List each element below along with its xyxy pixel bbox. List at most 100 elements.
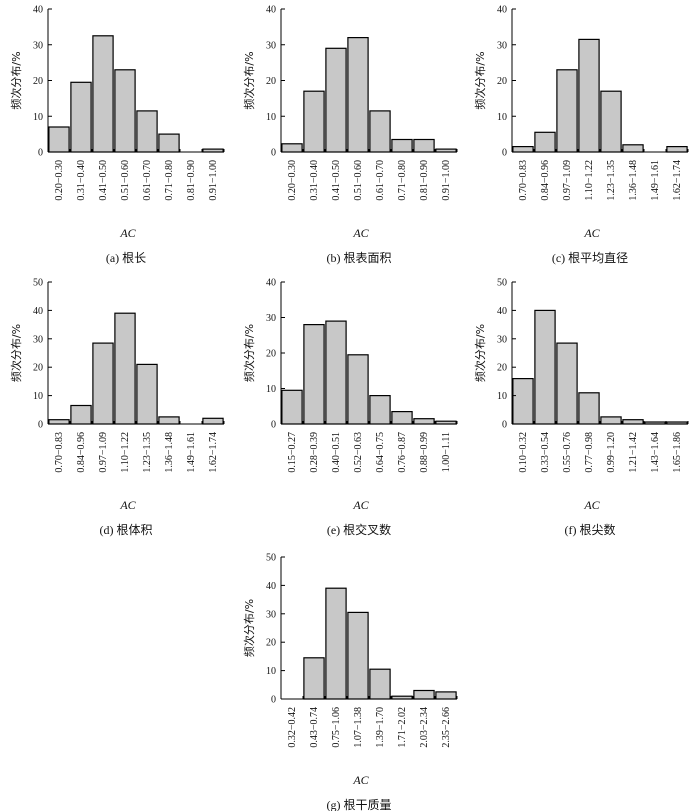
y-axis-label: 频次分布/% — [242, 51, 256, 109]
x-tick-label: 0.61−0.70 — [142, 160, 153, 201]
x-tick-label: 1.39−1.70 — [375, 707, 386, 748]
chart-panel-a: 0 10 20 30 40 0.20−0.30 0.31−0.40 0.41−0.50 0.51… — [9, 5, 225, 265]
panel-caption-text: 根体积 — [116, 523, 152, 537]
panel-caption-text: 根表面积 — [343, 251, 391, 265]
y-tick-label: 30 — [266, 40, 276, 51]
bar — [600, 90, 622, 153]
bar — [413, 418, 435, 425]
y-tick-label: 20 — [33, 363, 43, 374]
bar — [303, 90, 325, 153]
x-tick-label: 0.10−0.32 — [518, 432, 529, 473]
y-tick-label: 10 — [33, 391, 43, 402]
bar — [512, 378, 534, 425]
bar — [347, 611, 369, 700]
y-tick-label: 10 — [266, 666, 276, 677]
x-tick-label: 0.51−0.60 — [120, 160, 131, 201]
x-tick-label: 0.40−0.51 — [331, 432, 342, 473]
x-tick-label: 1.10−1.22 — [584, 160, 595, 201]
bar — [413, 138, 435, 153]
bar — [512, 146, 534, 153]
x-tick-label: 0.84−0.96 — [76, 432, 87, 473]
bar — [666, 146, 688, 153]
x-tick-label: 0.91−1.00 — [441, 160, 452, 201]
x-tick-label: 0.77−0.98 — [584, 432, 595, 473]
bar — [70, 81, 92, 153]
x-tick-label: 0.55−0.76 — [562, 432, 573, 473]
y-tick-label: 40 — [266, 278, 276, 289]
x-tick-label: 0.71−0.80 — [164, 160, 175, 201]
x-axis-label: AC — [583, 226, 600, 240]
y-axis-label: 频次分布/% — [473, 51, 487, 109]
x-axis-label: AC — [119, 498, 136, 512]
bar — [325, 47, 347, 153]
x-tick-label: 1.65−1.86 — [672, 432, 683, 473]
x-tick-label: 0.61−0.70 — [375, 160, 386, 201]
x-tick-label: 1.49−1.61 — [650, 160, 661, 201]
y-tick-label: 40 — [497, 306, 507, 317]
x-tick-label: 0.28−0.39 — [309, 432, 320, 473]
x-tick-label: 1.36−1.48 — [628, 160, 639, 201]
bar — [556, 69, 578, 153]
y-axis-label: 频次分布/% — [473, 324, 487, 382]
x-tick-label: 0.91−1.00 — [208, 160, 219, 201]
x-tick-label: 1.71−2.02 — [397, 707, 408, 748]
y-axis-label: 频次分布/% — [9, 51, 23, 109]
bar — [325, 320, 347, 425]
bar — [202, 417, 224, 425]
bar — [391, 411, 413, 425]
x-tick-label: 0.75−1.06 — [331, 707, 342, 748]
x-tick-label: 0.97−1.09 — [98, 432, 109, 473]
panel-caption: (g) 根干质量 — [326, 798, 391, 811]
x-tick-label: 2.03−2.34 — [419, 707, 430, 748]
y-axis-label: 频次分布/% — [9, 324, 23, 382]
x-tick-label: 0.41−0.50 — [98, 160, 109, 201]
x-tick-label: 0.70−0.83 — [518, 160, 529, 201]
panel-caption-prefix: (b) — [326, 251, 343, 265]
y-tick-label: 20 — [266, 349, 276, 360]
bar — [92, 342, 114, 425]
x-tick-label: 1.23−1.35 — [606, 160, 617, 201]
y-axis-label: 频次分布/% — [242, 599, 256, 657]
x-tick-label: 0.70−0.83 — [54, 432, 65, 473]
y-tick-label: 0 — [38, 420, 43, 431]
bar — [325, 587, 347, 700]
bar — [303, 324, 325, 425]
bar — [600, 416, 622, 425]
panel-caption-prefix: (c) — [552, 251, 568, 265]
bar — [578, 38, 600, 153]
chart-panel-b: 0 10 20 30 40 0.20−0.30 0.31−0.40 0.41−0.50 0.51… — [242, 5, 458, 265]
y-tick-label: 0 — [271, 148, 276, 159]
bar — [70, 404, 92, 425]
panel-caption: (d) 根体积 — [99, 523, 152, 537]
x-tick-label: 0.31−0.40 — [309, 160, 320, 201]
panel-caption: (e) 根交叉数 — [327, 522, 391, 537]
x-tick-label: 1.00−1.11 — [441, 432, 452, 472]
bar — [48, 126, 70, 153]
y-tick-label: 20 — [33, 76, 43, 87]
x-axis-label: AC — [352, 226, 369, 240]
x-tick-label: 1.07−1.38 — [353, 707, 364, 748]
bar — [556, 342, 578, 425]
panel-caption-text: 根尖数 — [579, 522, 615, 537]
panel-caption-prefix: (g) — [326, 798, 343, 811]
x-tick-label: 1.21−1.42 — [628, 432, 639, 473]
y-axis-label: 频次分布/% — [242, 324, 256, 382]
y-tick-label: 10 — [497, 112, 507, 123]
bar — [369, 668, 391, 700]
y-tick-label: 40 — [33, 5, 43, 16]
panel-caption-text: 根长 — [122, 251, 146, 265]
x-tick-label: 0.33−0.54 — [540, 432, 551, 473]
y-tick-label: 0 — [271, 695, 276, 706]
y-tick-label: 40 — [266, 581, 276, 592]
bar — [136, 363, 158, 425]
x-tick-label: 0.43−0.74 — [309, 707, 320, 748]
x-tick-label: 0.99−1.20 — [606, 432, 617, 473]
bar — [347, 354, 369, 425]
x-tick-label: 1.62−1.74 — [208, 432, 219, 473]
panel-caption: (b) 根表面积 — [326, 251, 391, 265]
x-tick-label: 0.81−0.90 — [186, 160, 197, 201]
bar — [347, 36, 369, 153]
x-tick-label: 0.71−0.80 — [397, 160, 408, 201]
x-tick-label: 2.35−2.66 — [441, 707, 452, 748]
y-tick-label: 0 — [502, 420, 507, 431]
